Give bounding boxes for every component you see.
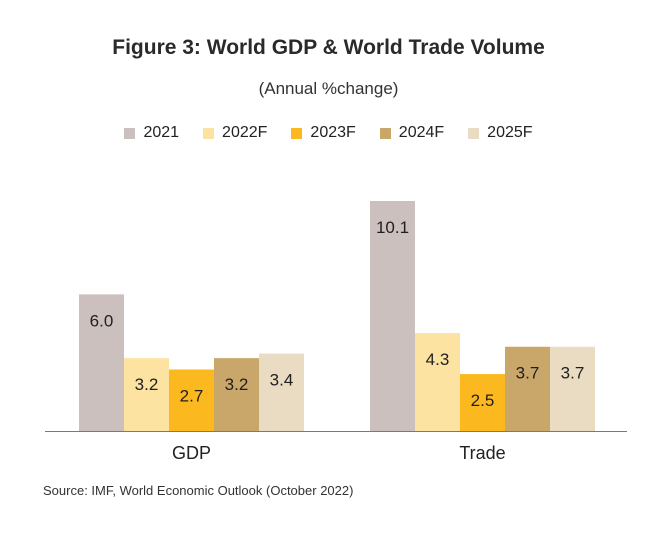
bar xyxy=(550,346,595,431)
bar xyxy=(370,201,415,431)
legend-swatch xyxy=(379,127,391,139)
category-label: Trade xyxy=(459,443,505,463)
bar xyxy=(214,358,259,431)
bar xyxy=(415,333,460,431)
data-label: 3.2 xyxy=(225,375,249,394)
bar xyxy=(124,358,169,431)
legend: 2021 2022F 2023F 2024F 2025F xyxy=(0,124,657,142)
bar xyxy=(505,346,550,431)
legend-item: 2022F xyxy=(203,124,267,142)
data-label: 3.2 xyxy=(135,375,159,394)
legend-label: 2023F xyxy=(310,124,356,141)
legend-item: 2021 xyxy=(124,124,179,142)
category-label: GDP xyxy=(172,443,211,463)
legend-label: 2022F xyxy=(222,124,268,141)
legend-swatch xyxy=(203,127,215,139)
data-label: 4.3 xyxy=(426,350,450,369)
legend-label: 2024F xyxy=(398,124,445,141)
data-label: 3.4 xyxy=(270,371,294,390)
legend-swatch xyxy=(468,127,480,139)
data-label: 10.1 xyxy=(376,218,409,237)
legend-item: 2025F xyxy=(468,124,533,142)
legend-label: 2021 xyxy=(143,124,180,141)
chart-subtitle: (Annual %change) xyxy=(258,79,399,98)
data-label: 6.0 xyxy=(90,311,114,330)
data-label: 3.7 xyxy=(561,364,585,383)
source-note: Source: IMF, World Economic Outlook (Oct… xyxy=(43,483,354,498)
bar xyxy=(79,294,124,431)
bar xyxy=(259,353,304,431)
data-label: 3.7 xyxy=(516,364,540,383)
data-label: 2.7 xyxy=(180,387,204,406)
bar xyxy=(460,374,505,431)
legend-swatch xyxy=(291,127,303,139)
legend-swatch xyxy=(124,127,136,139)
bar xyxy=(169,369,214,431)
legend-item: 2023F xyxy=(291,124,356,142)
legend-item: 2024F xyxy=(379,124,445,142)
legend-label: 2025F xyxy=(487,124,533,141)
chart-title: Figure 3: World GDP & World Trade Volume xyxy=(112,36,545,59)
data-label: 2.5 xyxy=(471,391,495,410)
